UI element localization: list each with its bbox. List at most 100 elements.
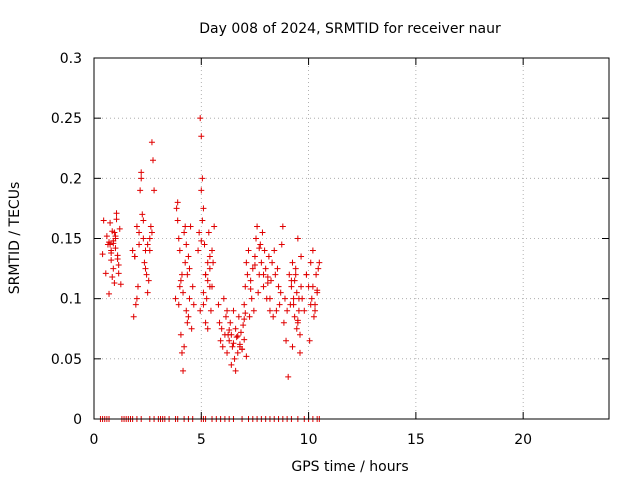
data-point: [130, 313, 137, 320]
y-tick-label: 0.15: [51, 232, 82, 248]
data-point: [217, 337, 224, 344]
data-point: [176, 283, 183, 290]
data-point: [241, 301, 248, 308]
data-point: [231, 355, 238, 362]
data-point: [197, 115, 204, 122]
data-point: [140, 235, 147, 242]
data-point: [256, 245, 263, 252]
data-point: [295, 295, 302, 302]
data-point: [139, 211, 146, 218]
data-point: [276, 301, 283, 308]
data-point: [147, 223, 154, 230]
data-point: [200, 289, 207, 296]
data-point: [266, 307, 273, 314]
data-point: [115, 261, 122, 268]
data-point: [210, 259, 217, 266]
data-point: [314, 287, 321, 294]
data-point: [137, 187, 144, 194]
data-point: [136, 241, 143, 248]
data-point: [209, 247, 216, 254]
data-point: [227, 319, 234, 326]
data-point: [226, 326, 233, 333]
data-point: [190, 301, 197, 308]
data-point: [175, 301, 182, 308]
data-point: [289, 343, 296, 350]
data-point: [116, 225, 123, 232]
data-point: [202, 271, 209, 278]
data-point: [306, 337, 313, 344]
data-point: [141, 259, 148, 266]
data-point: [188, 325, 195, 332]
data-point: [111, 280, 118, 287]
data-point: [290, 295, 297, 302]
data-point: [132, 301, 139, 308]
data-point: [198, 237, 205, 244]
data-point: [180, 367, 187, 374]
data-point: [185, 253, 192, 260]
data-point: [297, 331, 303, 338]
data-point: [266, 295, 273, 302]
data-point: [259, 229, 266, 236]
data-point: [309, 283, 316, 290]
data-point: [114, 255, 121, 262]
data-point: [109, 274, 116, 281]
data-point: [133, 295, 140, 302]
data-point: [242, 310, 249, 317]
data-point: [307, 301, 314, 308]
data-point: [110, 240, 117, 247]
data-point: [108, 257, 115, 264]
data-point: [102, 270, 109, 277]
data-point: [233, 334, 240, 341]
data-point: [298, 283, 305, 290]
y-tick-label: 0.2: [60, 171, 82, 187]
data-point: [222, 313, 229, 320]
data-point: [291, 313, 298, 320]
data-point: [294, 317, 301, 324]
data-point: [253, 235, 260, 242]
data-point: [181, 229, 188, 236]
plot-frame: [93, 57, 610, 420]
data-point: [197, 307, 204, 314]
data-point: [284, 307, 291, 314]
data-point: [172, 295, 179, 302]
data-point: [182, 223, 189, 230]
data-point: [211, 223, 218, 230]
data-points: [97, 115, 323, 422]
axis-ticks: 0 0.05 0.1 0.15 0.2 0.25 0.3 0 5 10 15 20: [51, 51, 609, 448]
data-point: [288, 283, 295, 290]
data-point: [109, 228, 116, 235]
data-point: [215, 301, 222, 308]
data-point: [185, 313, 192, 320]
data-point: [235, 313, 242, 320]
data-point: [312, 307, 319, 314]
grid-lines: [94, 58, 609, 419]
data-point: [241, 336, 248, 343]
data-point: [247, 277, 254, 284]
data-point: [131, 253, 138, 260]
data-point: [183, 307, 190, 314]
data-point: [107, 219, 114, 226]
data-point: [144, 241, 151, 248]
data-point: [240, 322, 247, 329]
data-point: [292, 265, 299, 272]
data-point: [99, 251, 106, 258]
data-point: [178, 349, 185, 356]
data-point: [199, 217, 206, 224]
data-point: [129, 247, 136, 254]
data-point: [204, 259, 211, 266]
data-point: [107, 241, 114, 248]
y-tick-label: 0.3: [60, 51, 82, 67]
data-point: [200, 205, 207, 212]
data-point: [260, 271, 267, 278]
data-point: [243, 353, 250, 360]
data-point: [180, 289, 187, 296]
x-axis-label: GPS time / hours: [291, 459, 408, 475]
data-point: [264, 274, 271, 281]
data-point: [243, 259, 250, 266]
data-point: [136, 229, 143, 236]
data-point: [181, 343, 188, 350]
data-point: [206, 253, 213, 260]
data-point: [272, 271, 279, 278]
data-point: [230, 340, 237, 347]
data-point: [245, 247, 252, 254]
